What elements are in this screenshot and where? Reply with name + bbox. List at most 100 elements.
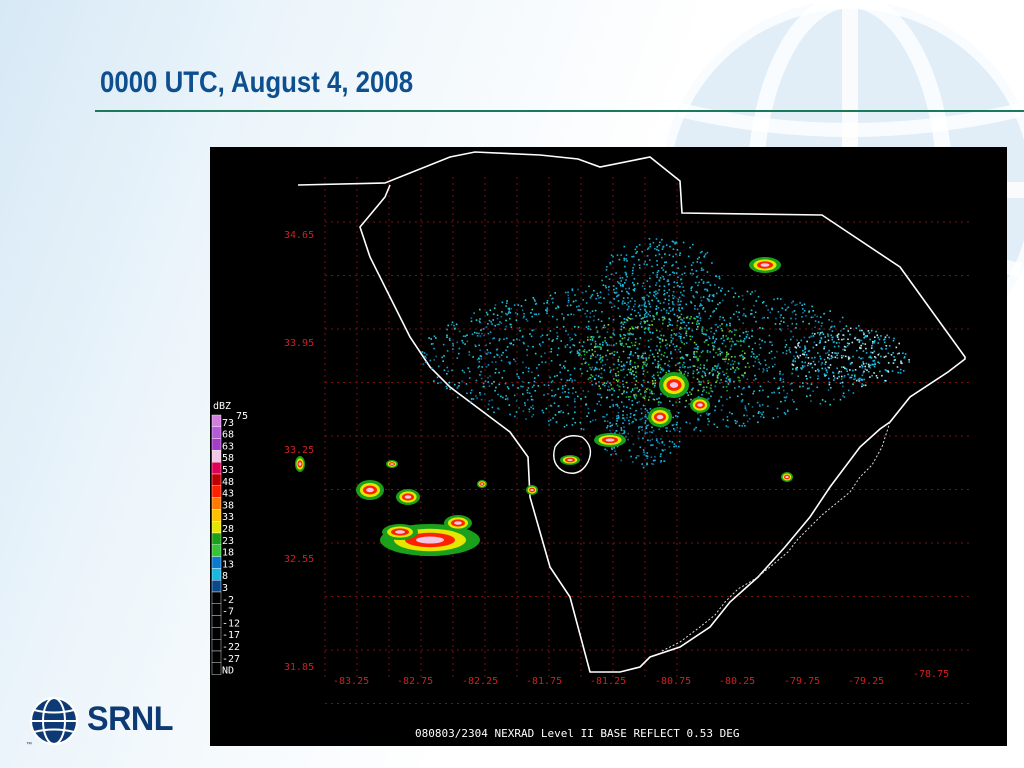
echo-pixel (684, 406, 687, 408)
echo-pixel (751, 313, 753, 315)
echo-pixel (702, 308, 704, 310)
echo-pixel (531, 308, 534, 311)
legend-label: 48 (222, 477, 234, 488)
echo-pixel (616, 281, 619, 283)
echo-pixel (473, 331, 476, 334)
echo-pixel (807, 364, 809, 367)
echo-pixel (597, 318, 600, 321)
echo-pixel (697, 371, 700, 374)
echo-pixel (678, 286, 681, 288)
echo-pixel (723, 319, 726, 321)
echo-pixel (433, 335, 436, 337)
echo-pixel (729, 381, 731, 383)
echo-pixel (587, 378, 590, 380)
echo-pixel (735, 329, 738, 331)
longitude-label: -78.75 (913, 669, 949, 680)
echo-pixel (581, 291, 584, 294)
echo-pixel (825, 369, 828, 372)
echo-pixel (803, 353, 806, 356)
echo-pixel (667, 279, 669, 281)
echo-pixel (744, 366, 747, 368)
echo-pixel (643, 322, 646, 324)
echo-pixel (627, 438, 629, 441)
echo-pixel (616, 445, 619, 448)
echo-pixel (475, 379, 478, 382)
legend-swatch (211, 615, 222, 628)
echo-pixel (642, 352, 644, 355)
echo-pixel (642, 282, 645, 284)
echo-pixel (870, 347, 873, 349)
echo-pixel (446, 373, 448, 375)
echo-pixel (479, 335, 482, 337)
echo-pixel (572, 300, 575, 303)
echo-pixel (678, 307, 680, 309)
echo-pixel (638, 426, 640, 428)
echo-pixel (443, 369, 446, 371)
echo-pixel (630, 313, 632, 316)
echo-pixel (771, 392, 773, 394)
echo-pixel (744, 406, 747, 409)
echo-pixel (630, 352, 632, 355)
echo-pixel (691, 322, 694, 324)
echo-pixel (555, 421, 558, 423)
echo-pixel (701, 393, 703, 396)
echo-pixel (682, 241, 685, 244)
echo-pixel (506, 300, 508, 302)
echo-pixel (709, 284, 712, 286)
echo-pixel (689, 272, 692, 275)
echo-pixel (606, 413, 608, 416)
echo-pixel (500, 359, 503, 362)
echo-pixel (831, 320, 833, 323)
echo-pixel (608, 317, 610, 320)
echo-pixel (817, 360, 820, 363)
echo-pixel (624, 321, 627, 324)
echo-pixel (569, 346, 571, 349)
echo-pixel (630, 373, 633, 376)
echo-pixel (586, 370, 589, 372)
echo-pixel (526, 349, 528, 351)
echo-pixel (758, 338, 761, 340)
echo-pixel (443, 355, 445, 357)
echo-pixel (799, 385, 801, 388)
echo-pixel (745, 336, 748, 338)
echo-pixel (654, 456, 656, 458)
echo-pixel (738, 379, 740, 382)
echo-pixel (862, 331, 865, 334)
echo-pixel (751, 351, 753, 353)
echo-pixel (587, 320, 590, 323)
echo-pixel (470, 320, 473, 323)
echo-pixel (778, 387, 780, 389)
echo-pixel (514, 312, 517, 314)
echo-pixel (531, 415, 533, 418)
echo-pixel (708, 413, 710, 415)
echo-pixel (821, 331, 824, 334)
echo-pixel (772, 365, 774, 368)
echo-pixel (651, 324, 653, 326)
echo-pixel (635, 371, 637, 373)
echo-pixel (557, 405, 560, 407)
echo-pixel (821, 399, 824, 401)
echo-pixel (687, 372, 689, 374)
echo-pixel (727, 290, 730, 292)
echo-pixel (795, 351, 797, 354)
legend-swatch (211, 497, 222, 510)
echo-pixel (681, 294, 684, 296)
echo-pixel (488, 385, 491, 387)
echo-pixel (805, 315, 807, 317)
legend-label: 53 (222, 465, 234, 476)
echo-pixel (649, 310, 651, 313)
echo-pixel (629, 332, 631, 335)
echo-pixel (594, 368, 597, 370)
echo-pixel (628, 422, 631, 425)
echo-pixel (556, 374, 558, 377)
echo-pixel (699, 319, 702, 322)
echo-pixel (693, 365, 696, 367)
echo-pixel (638, 304, 641, 307)
echo-pixel (644, 395, 647, 397)
echo-pixel (680, 322, 682, 324)
echo-pixel (712, 335, 714, 338)
echo-pixel (843, 328, 845, 330)
echo-pixel (695, 315, 698, 318)
echo-pixel (728, 411, 731, 414)
